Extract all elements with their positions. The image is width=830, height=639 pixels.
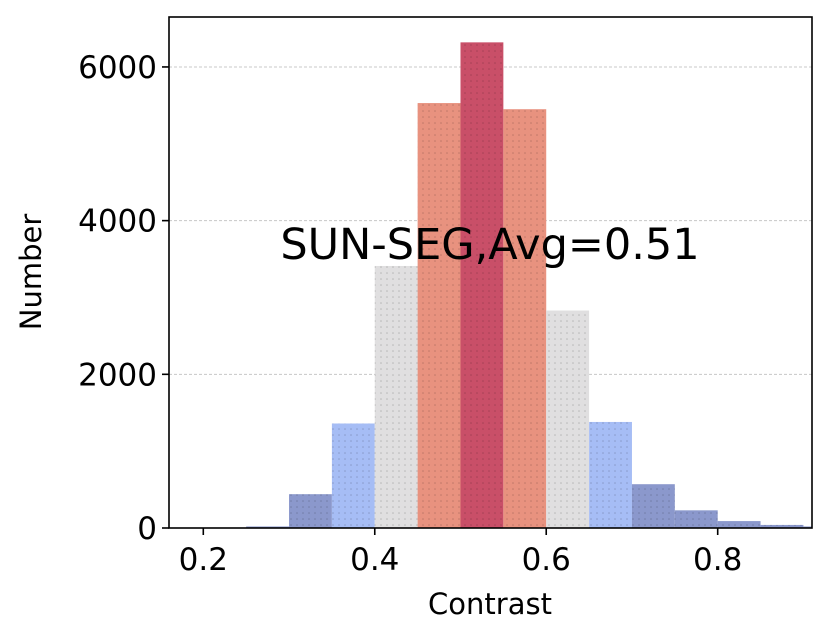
y-tick-label: 4000: [78, 204, 157, 240]
x-tick-label: 0.2: [179, 542, 228, 578]
histogram-bars: [203, 42, 812, 528]
bar-texture: [760, 524, 804, 528]
y-tick-label: 6000: [78, 50, 157, 86]
bar-texture: [674, 510, 718, 528]
y-tick-label: 0: [137, 511, 157, 547]
bar-texture: [503, 109, 547, 528]
x-tick-label: 0.8: [693, 542, 742, 578]
bar-texture: [374, 265, 418, 528]
y-axis-title: Number: [14, 214, 48, 331]
x-tick-label: 0.6: [522, 542, 571, 578]
bar-texture: [289, 494, 332, 528]
bar-texture: [717, 521, 761, 528]
bar-texture: [631, 484, 675, 528]
x-axis-title: Contrast: [428, 587, 552, 621]
bar-texture: [460, 42, 504, 528]
x-tick-label: 0.4: [350, 542, 399, 578]
bar-texture: [546, 310, 590, 528]
bar-texture: [589, 421, 632, 528]
plot-frame: [168, 16, 813, 529]
y-tick-label: 2000: [78, 357, 157, 393]
axis-ticks: 0.2 0.4 0.6 0.8 0 2000 4000 6000: [78, 50, 742, 578]
average-annotation: SUN-SEG,Avg=0.51: [280, 220, 699, 270]
bar-texture: [417, 103, 461, 528]
bar-texture: [331, 423, 375, 528]
